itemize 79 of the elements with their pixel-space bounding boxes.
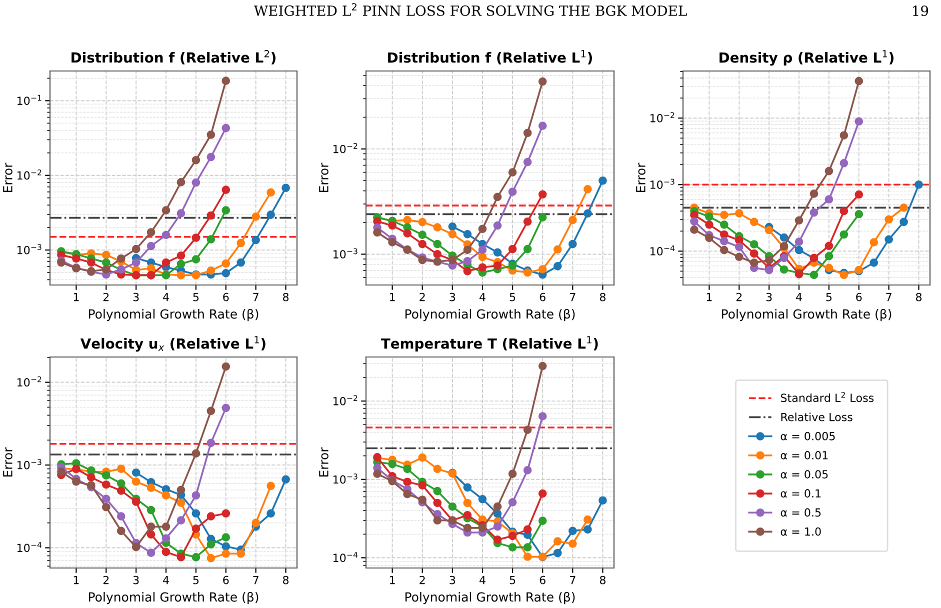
y-tick-label: 10$^{−3}$: [650, 178, 674, 189]
y-tick-label: 10$^{−2}$: [17, 169, 42, 180]
x-tick-label: 3: [766, 292, 772, 302]
x-tick-label: 5: [510, 576, 516, 584]
y-tick-label: 10$^{−4}$: [333, 552, 358, 562]
x-tick-label: 3: [450, 292, 456, 302]
chart-title: Temperature T (Relative L$^{1}$): [380, 336, 598, 352]
y-tick-label: 10$^{−3}$: [17, 459, 42, 470]
x-tick-label: 4: [163, 576, 169, 584]
x-axis-title: Polynomial Growth Rate (β): [405, 592, 575, 604]
y-tick-label: 10$^{−3}$: [333, 474, 358, 484]
x-tick-label: 5: [826, 292, 832, 302]
y-tick-label: 10$^{−3}$: [333, 248, 358, 259]
x-tick-label: 8: [282, 576, 289, 584]
x-tick-label: 4: [796, 292, 802, 302]
x-axis-title: Polynomial Growth Rate (β): [88, 592, 258, 604]
y-tick-label: 10$^{−2}$: [333, 395, 358, 406]
text: 19: [913, 6, 928, 16]
x-tick-label: 4: [163, 292, 169, 302]
x-tick-label: 8: [600, 292, 606, 302]
y-tick-label: 10$^{−2}$: [650, 112, 674, 122]
y-axis-title: Error: [636, 162, 646, 192]
y-axis-title: Error: [319, 447, 328, 477]
x-tick-label: 7: [253, 576, 258, 584]
legend-label: α = 0.05: [780, 470, 828, 478]
legend-label: α = 1.0: [780, 527, 821, 536]
x-tick-label: 7: [570, 292, 576, 302]
x-axis-title: Polynomial Growth Rate (β): [405, 308, 575, 322]
y-tick-label: 10$^{−2}$: [333, 143, 358, 154]
x-tick-label: 1: [74, 292, 79, 302]
x-tick-label: 5: [510, 292, 516, 302]
x-tick-label: 1: [74, 576, 79, 584]
y-tick-label: 10$^{−4}$: [650, 245, 675, 256]
chart-title: Distribution f (Relative L$^{2}$): [72, 50, 276, 64]
x-axis-title: Polynomial Growth Rate (β): [722, 308, 892, 322]
x-tick-label: 2: [420, 576, 425, 584]
x-tick-label: 5: [193, 292, 199, 302]
x-tick-label: 8: [282, 292, 289, 302]
y-tick-label: 10$^{−2}$: [17, 376, 42, 387]
y-axis-title: Error: [3, 162, 12, 192]
y-tick-label: 10$^{−1}$: [17, 94, 42, 106]
x-tick-label: 6: [540, 292, 546, 302]
legend-label: Standard L$^{2}$ Loss: [780, 392, 874, 402]
legend-label: α = 0.1: [780, 489, 821, 498]
y-tick-label: 10$^{−4}$: [17, 542, 42, 552]
legend-label: α = 0.005: [780, 432, 835, 440]
x-tick-label: 8: [916, 292, 922, 302]
legend-label: α = 0.5: [780, 508, 821, 517]
x-tick-label: 4: [479, 292, 486, 302]
legend-label: Relative Loss: [781, 412, 852, 422]
x-tick-label: 3: [133, 576, 139, 584]
x-tick-label: 8: [600, 576, 606, 584]
x-tick-label: 1: [390, 292, 395, 302]
x-tick-label: 3: [133, 292, 139, 302]
x-tick-label: 2: [736, 292, 742, 302]
x-tick-label: 5: [193, 576, 199, 584]
x-tick-label: 6: [856, 292, 862, 302]
x-tick-label: 1: [390, 576, 395, 584]
x-tick-label: 6: [223, 292, 229, 302]
x-tick-label: 6: [223, 576, 229, 584]
x-tick-label: 2: [103, 576, 109, 584]
x-tick-label: 2: [103, 292, 109, 302]
x-axis-title: Polynomial Growth Rate (β): [88, 308, 258, 322]
chart-title: Velocity u$_{x}$ (Relative L$^{1}$): [80, 336, 266, 352]
x-tick-label: 7: [570, 576, 576, 584]
x-tick-label: 3: [450, 576, 456, 584]
x-tick-label: 7: [886, 292, 892, 302]
chart-title: Distribution f (Relative L$^{1}$): [388, 50, 592, 64]
x-tick-label: 6: [540, 576, 546, 584]
y-axis-title: Error: [319, 162, 328, 192]
chart-title: Density ρ (Relative L$^{1}$): [720, 50, 894, 66]
y-tick-label: 10$^{−3}$: [17, 244, 42, 254]
text: WEIGHTED L$^{2}$ PINN LOSS FOR SOLVING THE BGK MODEL: [254, 3, 687, 16]
x-tick-label: 7: [253, 292, 258, 302]
legend-label: α = 0.01: [780, 451, 828, 460]
y-axis-title: Error: [3, 447, 12, 477]
x-tick-label: 4: [479, 576, 486, 584]
x-tick-label: 2: [420, 292, 425, 302]
x-tick-label: 1: [706, 292, 712, 302]
